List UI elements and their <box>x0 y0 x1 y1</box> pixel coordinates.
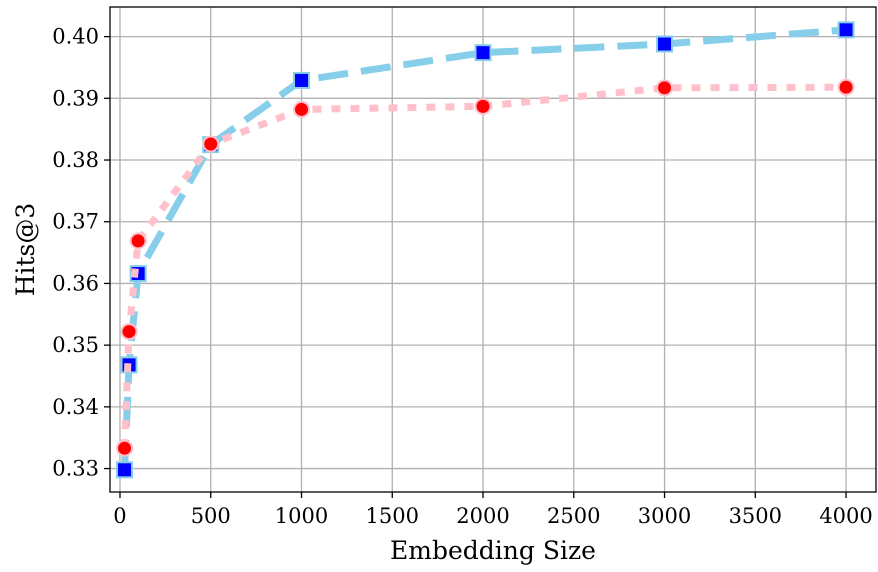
axis-ticks: 0 500 1000 1500 2000 2500 3000 3500 4000 0.33 0.34… <box>52 25 873 528</box>
x-tick-label: 3500 <box>729 504 782 528</box>
y-tick-label: 0.33 <box>52 457 99 481</box>
data-point <box>656 79 674 97</box>
data-point <box>116 439 134 457</box>
y-tick-label: 0.39 <box>52 86 99 110</box>
grid <box>110 7 876 492</box>
x-tick-label: 2000 <box>456 504 509 528</box>
data-point <box>474 97 492 115</box>
x-tick-label: 1500 <box>366 504 419 528</box>
x-axis-label: Embedding Size <box>390 536 596 565</box>
data-point <box>293 71 310 89</box>
y-tick-label: 0.34 <box>52 395 99 419</box>
y-tick-label: 0.37 <box>52 210 99 234</box>
data-point <box>129 232 147 250</box>
data-point <box>202 135 220 153</box>
series-2 <box>116 78 855 457</box>
series-layer <box>116 21 855 479</box>
y-tick-label: 0.40 <box>52 25 99 49</box>
x-tick-label: 4000 <box>819 504 872 528</box>
x-tick-label: 2500 <box>547 504 600 528</box>
data-point <box>837 21 855 39</box>
data-point <box>120 323 138 341</box>
series-line <box>121 26 847 470</box>
x-tick-label: 0 <box>113 504 126 528</box>
y-tick-label: 0.35 <box>52 333 99 357</box>
x-tick-label: 1000 <box>275 504 328 528</box>
data-point <box>293 100 310 118</box>
y-tick-label: 0.36 <box>52 271 99 295</box>
series-line <box>121 83 847 449</box>
data-point <box>116 461 134 479</box>
x-tick-label: 500 <box>191 504 231 528</box>
series-1 <box>116 21 855 479</box>
data-point <box>474 44 492 62</box>
y-axis-label: Hits@3 <box>11 203 40 297</box>
plot-frame <box>109 6 877 493</box>
y-tick-label: 0.38 <box>52 148 99 172</box>
data-point <box>656 35 674 53</box>
x-tick-label: 3000 <box>638 504 691 528</box>
data-point <box>837 78 855 96</box>
